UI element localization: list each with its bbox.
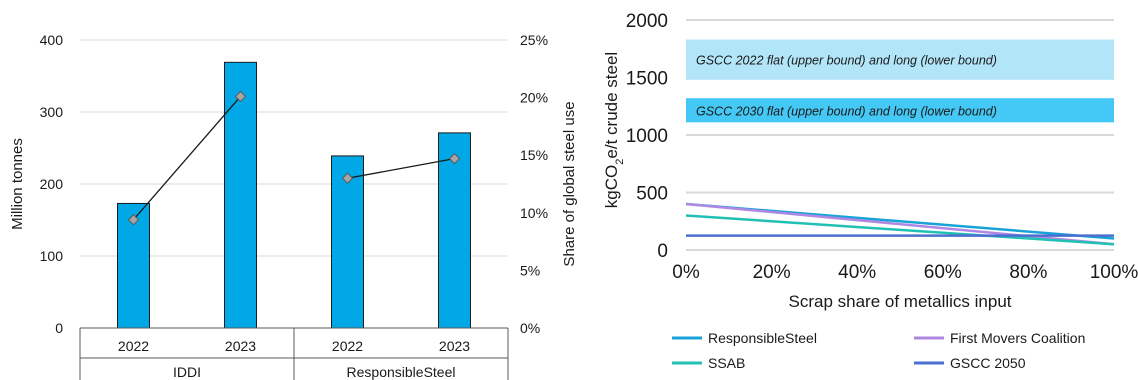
x-tick-label: 60% [924, 262, 962, 283]
x-tick-label: 2023 [225, 338, 256, 354]
y-tick-label: 100 [40, 248, 64, 264]
y-tick-label: 300 [40, 104, 64, 120]
y-tick-label: 0 [657, 241, 668, 262]
y-tick-label: 500 [636, 184, 668, 205]
band-label: GSCC 2022 flat (upper bound) and long (l… [696, 54, 997, 68]
y2-tick-label: 20% [520, 90, 548, 106]
y2-tick-label: 15% [520, 147, 548, 163]
legend-label: SSAB [708, 355, 745, 371]
threshold-band [686, 39, 1114, 80]
y2-tick-label: 25% [520, 32, 548, 48]
x-axis-title: Scrap share of metallics input [789, 292, 1012, 311]
x-tick-label: 2022 [118, 338, 149, 354]
x-tick-label: 40% [838, 262, 876, 283]
legend-label: GSCC 2050 [950, 355, 1026, 371]
series-line [685, 202, 1115, 246]
y-axis-title: kgCO2e/t crude steel [602, 52, 626, 208]
band-label: GSCC 2030 flat (upper bound) and long (l… [696, 104, 997, 118]
y-tick-label: 2000 [626, 11, 668, 32]
y2-tick-label: 10% [520, 205, 548, 221]
y-axis-title-subscript: 2 [614, 159, 626, 165]
x-tick-label: 100% [1090, 262, 1138, 283]
legend-label: First Movers Coalition [950, 330, 1085, 346]
x-tick-label: 2022 [332, 338, 363, 354]
y-tick-label: 1000 [626, 126, 668, 147]
y-axis-title: Million tonnes [9, 138, 26, 230]
share-line-segment [347, 158, 455, 179]
legend-label: ResponsibleSteel [708, 330, 817, 346]
threshold-band [686, 98, 1114, 123]
y-axis-title-part: e/t crude steel [602, 52, 621, 159]
y2-tick-label: 0% [520, 320, 540, 336]
y-tick-label: 1500 [626, 69, 668, 90]
series-line [685, 214, 1115, 246]
bar [438, 132, 471, 329]
x-tick-label: 80% [1009, 262, 1047, 283]
x-tick-label: 2023 [439, 338, 470, 354]
y2-tick-label: 5% [520, 262, 540, 278]
share-marker [234, 90, 247, 103]
share-marker [448, 152, 461, 165]
x-tick-label: 20% [753, 262, 791, 283]
y2-axis-title: Share of global steel use [561, 101, 578, 266]
bar [224, 61, 257, 329]
y-tick-label: 200 [40, 176, 64, 192]
y-tick-label: 0 [55, 320, 63, 336]
x-tick-label: 0% [672, 262, 700, 283]
share-line-segment [133, 96, 241, 221]
y-axis-title-part: kgCO [602, 165, 621, 208]
group-label: IDDI [173, 364, 201, 380]
group-label: ResponsibleSteel [347, 364, 456, 380]
share-marker [341, 172, 354, 184]
y-tick-label: 400 [40, 32, 64, 48]
share-marker [127, 214, 140, 226]
